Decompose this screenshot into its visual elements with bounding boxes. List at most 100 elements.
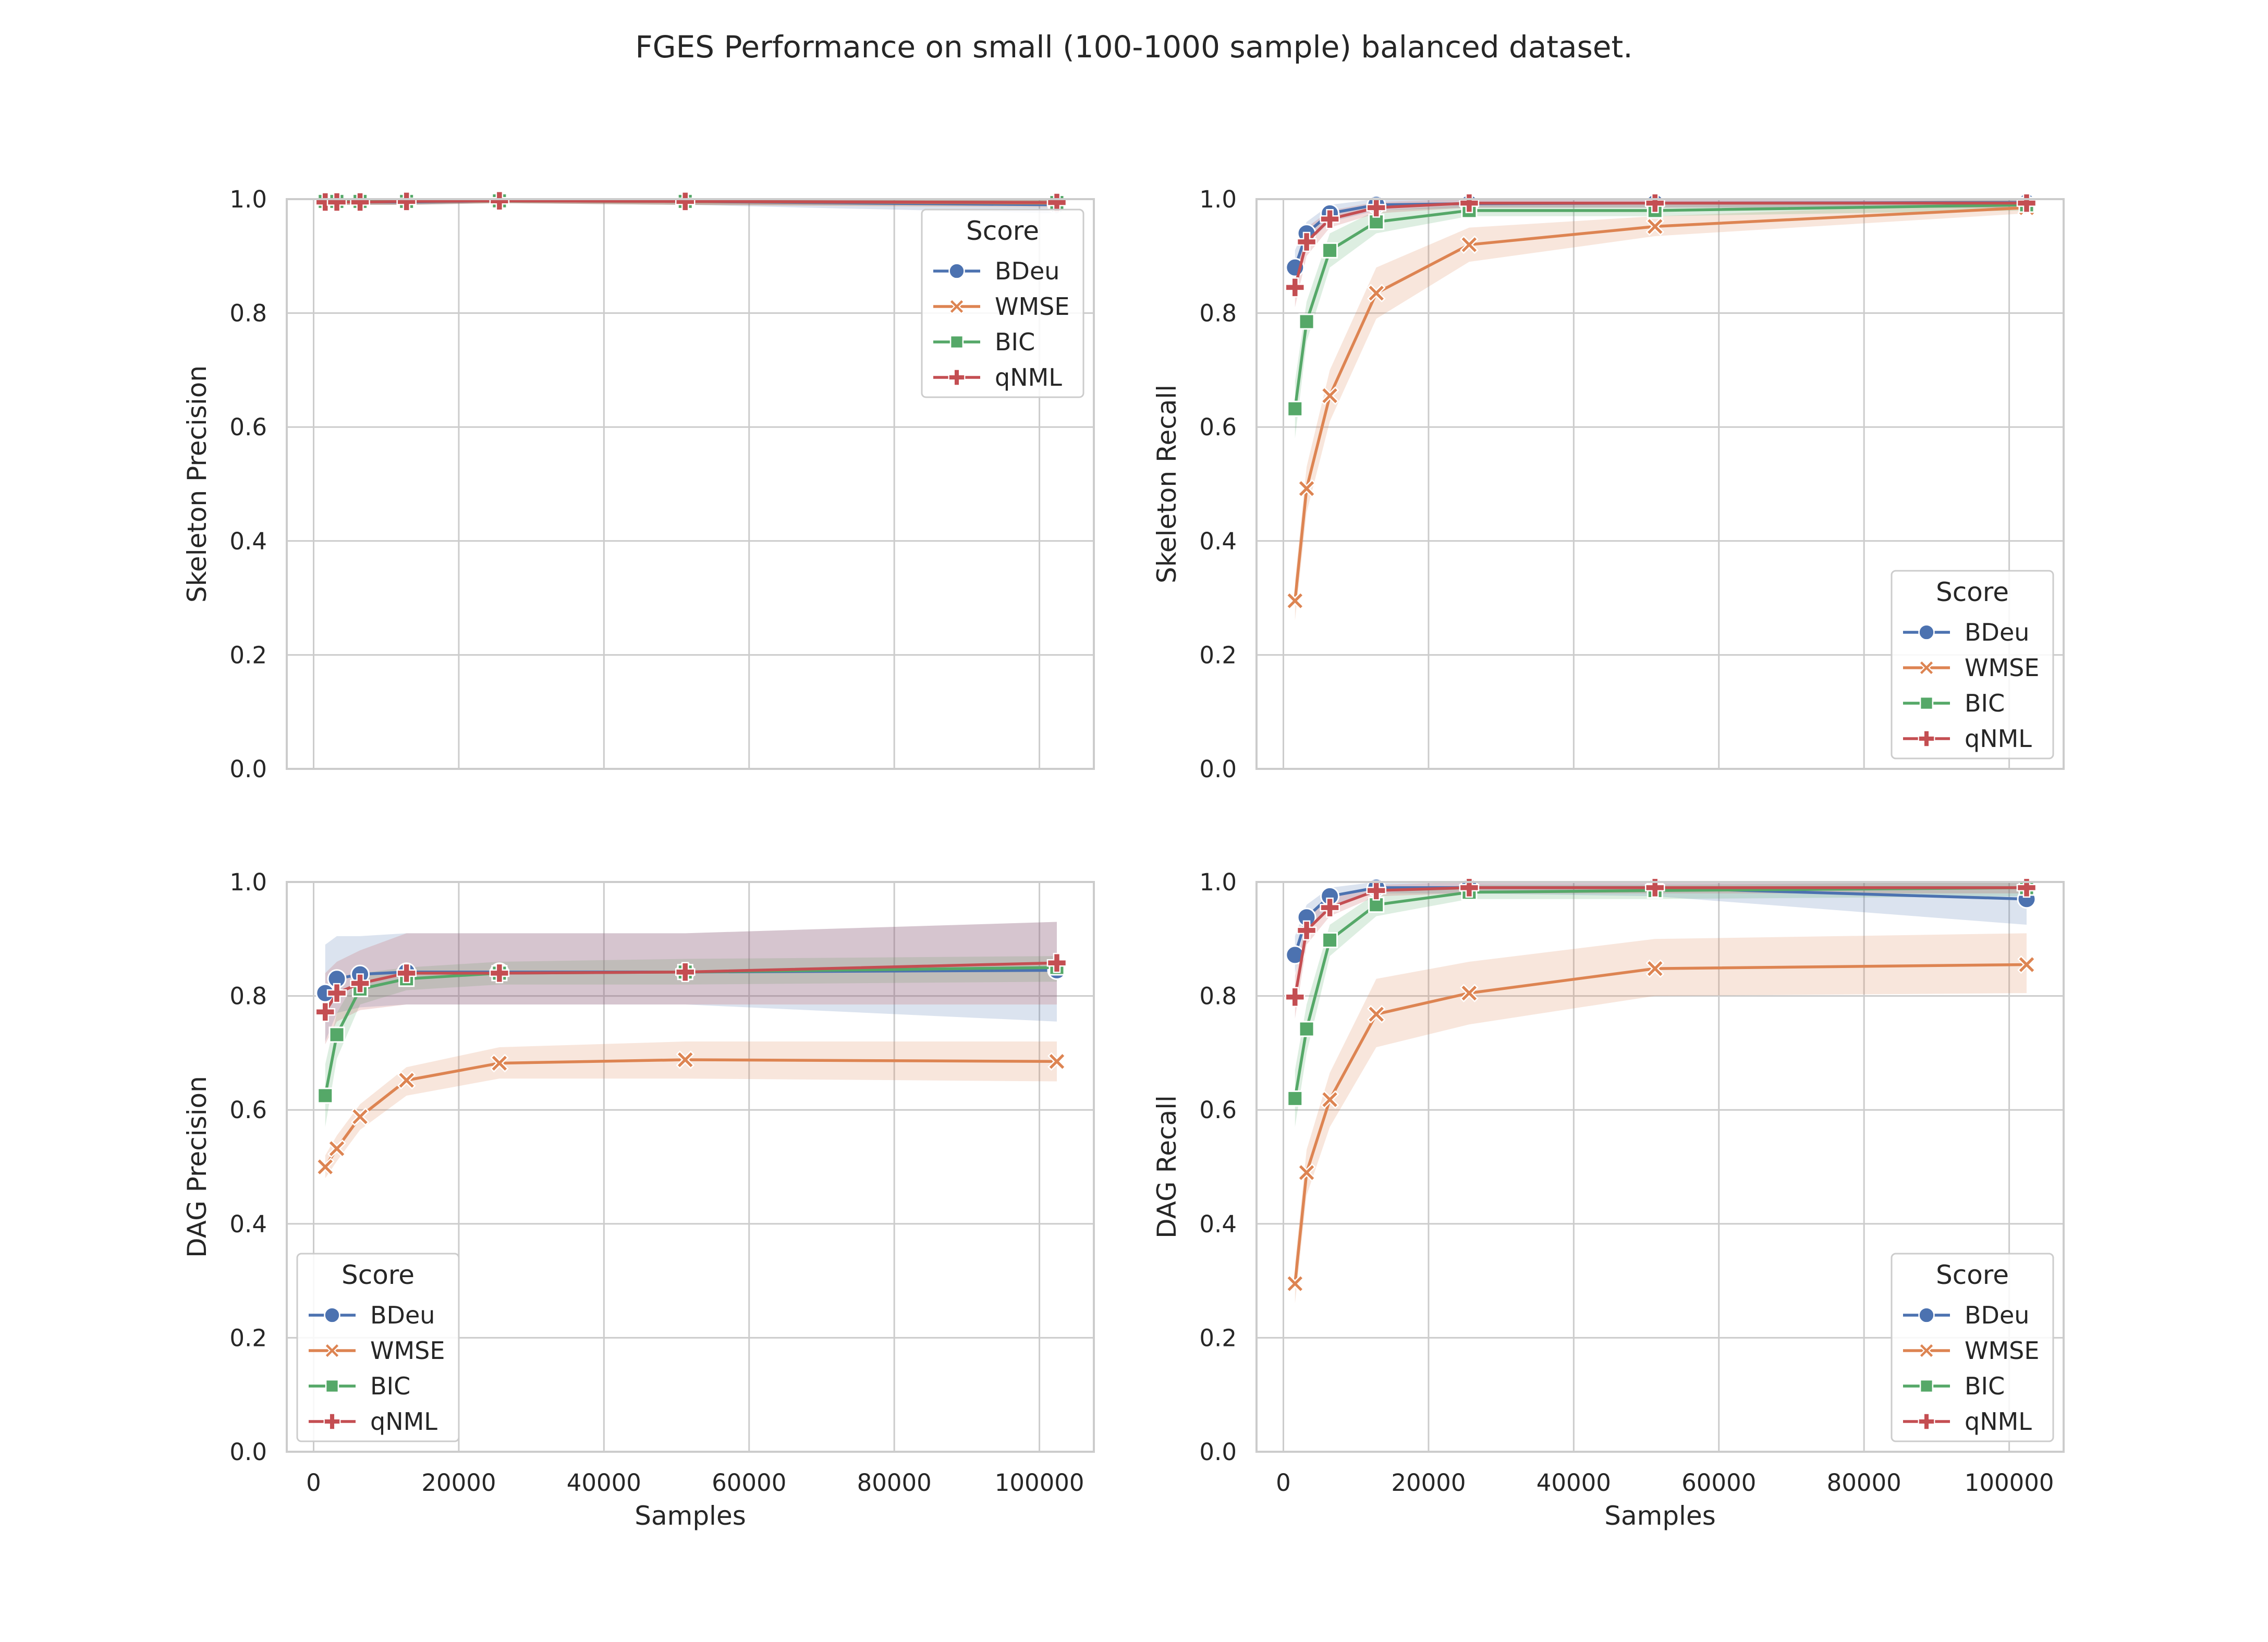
x-tick-label: 40000	[567, 1469, 641, 1497]
y-tick-label: 0.6	[229, 413, 267, 441]
data-point-wmse	[2017, 955, 2036, 974]
legend-label: qNML	[1965, 1407, 2032, 1436]
legend: Score BDeu WMSE BIC qNML	[921, 209, 1084, 398]
data-point-bic	[1298, 313, 1315, 330]
x-tick-label: 20000	[421, 1469, 496, 1497]
data-point-qnml	[675, 962, 696, 982]
data-point-wmse	[1286, 591, 1304, 610]
legend-marker	[1918, 730, 1935, 748]
data-point-bic	[1298, 1021, 1315, 1037]
data-point-wmse	[397, 1071, 416, 1090]
x-tick-label: 80000	[1827, 1469, 1901, 1497]
legend-label: WMSE	[995, 292, 1069, 321]
legend-entry-wmse: WMSE	[933, 292, 1069, 321]
x-tick-label: 0	[306, 1469, 321, 1497]
x-tick-label: 20000	[1391, 1469, 1466, 1497]
legend-entry-qnml: qNML	[1903, 725, 2032, 753]
data-point-bic	[1322, 932, 1338, 948]
y-axis-label: DAG Precision	[182, 1076, 212, 1258]
y-tick-label: 1.0	[1199, 186, 1237, 213]
legend-entry-wmse: WMSE	[1903, 1337, 2039, 1365]
x-tick-label: 100000	[1965, 1469, 2054, 1497]
legend-marker	[948, 298, 965, 315]
plot-frame	[1255, 881, 2065, 1453]
data-point-wmse	[327, 1139, 346, 1158]
y-tick-label: 0.2	[229, 641, 267, 669]
legend-entry-bdeu: BDeu	[933, 257, 1059, 285]
data-point-qnml	[1366, 198, 1386, 218]
legend-label: BDeu	[1965, 1301, 2029, 1329]
y-tick-label: 0.0	[1199, 755, 1237, 783]
data-point-wmse	[1367, 284, 1386, 303]
series-wmse	[1286, 198, 2036, 610]
legend-marker	[1918, 624, 1935, 641]
legend-marker	[1919, 1379, 1934, 1393]
legend-entry-qnml: qNML	[309, 1407, 437, 1436]
legend-label: qNML	[370, 1407, 437, 1436]
y-tick-label: 0.6	[1199, 1096, 1237, 1124]
y-tick-label: 1.0	[229, 868, 267, 896]
legend-marker	[1918, 1307, 1935, 1324]
data-point-bdeu	[1285, 945, 1305, 965]
data-point-bic	[1322, 242, 1338, 259]
data-point-qnml	[350, 973, 370, 994]
ci-bands	[1295, 882, 2027, 1304]
legend-label: BIC	[995, 328, 1035, 356]
data-point-bic	[1287, 1090, 1303, 1107]
data-point-qnml	[1366, 880, 1386, 901]
y-tick-label: 1.0	[1199, 868, 1237, 896]
legend-label: WMSE	[1965, 654, 2039, 682]
data-point-qnml	[489, 191, 510, 211]
data-point-qnml	[1296, 920, 1317, 941]
y-tick-label: 0.4	[1199, 528, 1237, 555]
legend-entry-bdeu: BDeu	[1903, 1301, 2029, 1329]
y-tick-label: 1.0	[229, 186, 267, 213]
legend-marker	[1918, 1413, 1935, 1430]
x-tick-label: 60000	[1681, 1469, 1756, 1497]
series-qnml	[315, 952, 1067, 1022]
legend-marker	[1919, 696, 1934, 710]
subplot-dag-precision: 0.0 0.2 0.4 0.6 0.8 1.0 0 20000 40000 60000 80000 1…	[182, 868, 1095, 1531]
subplot-dag-recall: 0.0 0.2 0.4 0.6 0.8 1.0 0 20000 40000 60000 80000 1…	[1152, 868, 2065, 1531]
legend-entry-bic: BIC	[933, 328, 1035, 356]
legend-entry-bic: BIC	[1903, 1372, 2005, 1400]
y-tick-label: 0.0	[229, 755, 267, 783]
subplot-skeleton-precision: 0.0 0.2 0.4 0.6 0.8 1.0 Skeleton Precision Scor…	[182, 186, 1095, 783]
data-point-wmse	[676, 1050, 695, 1069]
legend-title: Score	[1936, 1260, 2009, 1290]
y-tick-label: 0.2	[1199, 1324, 1237, 1352]
ci-band-bdeu	[1295, 882, 2027, 973]
series-wmse	[316, 1050, 1066, 1177]
data-point-qnml	[326, 983, 347, 1003]
y-tick-label: 0.4	[229, 528, 267, 555]
data-point-qnml	[1296, 231, 1317, 252]
y-axis-label: Skeleton Precision	[182, 365, 212, 603]
data-point-qnml	[1459, 877, 1480, 898]
y-tick-label: 0.0	[229, 1438, 267, 1466]
y-tick-label: 0.6	[1199, 413, 1237, 441]
x-tick-label: 80000	[857, 1469, 932, 1497]
legend-entry-qnml: qNML	[933, 363, 1062, 391]
legend-marker	[948, 369, 966, 386]
legend-label: qNML	[995, 363, 1062, 391]
data-point-qnml	[2016, 877, 2037, 898]
x-tick-label: 60000	[712, 1469, 786, 1497]
data-point-wmse	[1286, 1274, 1304, 1293]
plot-frame	[286, 198, 1095, 770]
subplot-grid: 0.0 0.2 0.4 0.6 0.8 1.0 Skeleton Precision Scor…	[182, 186, 2065, 1531]
data-point-wmse	[1320, 1090, 1339, 1109]
ci-band-qnml	[325, 922, 1057, 1045]
data-point-wmse	[350, 1107, 370, 1126]
y-tick-label: 0.4	[1199, 1210, 1237, 1238]
data-point-wmse	[490, 1053, 509, 1073]
data-point-qnml	[1285, 277, 1306, 298]
y-tick-label: 0.8	[229, 300, 267, 327]
ci-band-qnml	[1295, 882, 2027, 1019]
series-wmse	[1286, 955, 2036, 1293]
ci-band-bdeu	[325, 922, 1057, 1042]
x-tick-label: 40000	[1537, 1469, 1611, 1497]
y-tick-label: 0.2	[229, 1324, 267, 1352]
data-point-wmse	[1297, 1163, 1316, 1182]
legend: Score BDeu WMSE BIC qNML	[1891, 1253, 2054, 1442]
